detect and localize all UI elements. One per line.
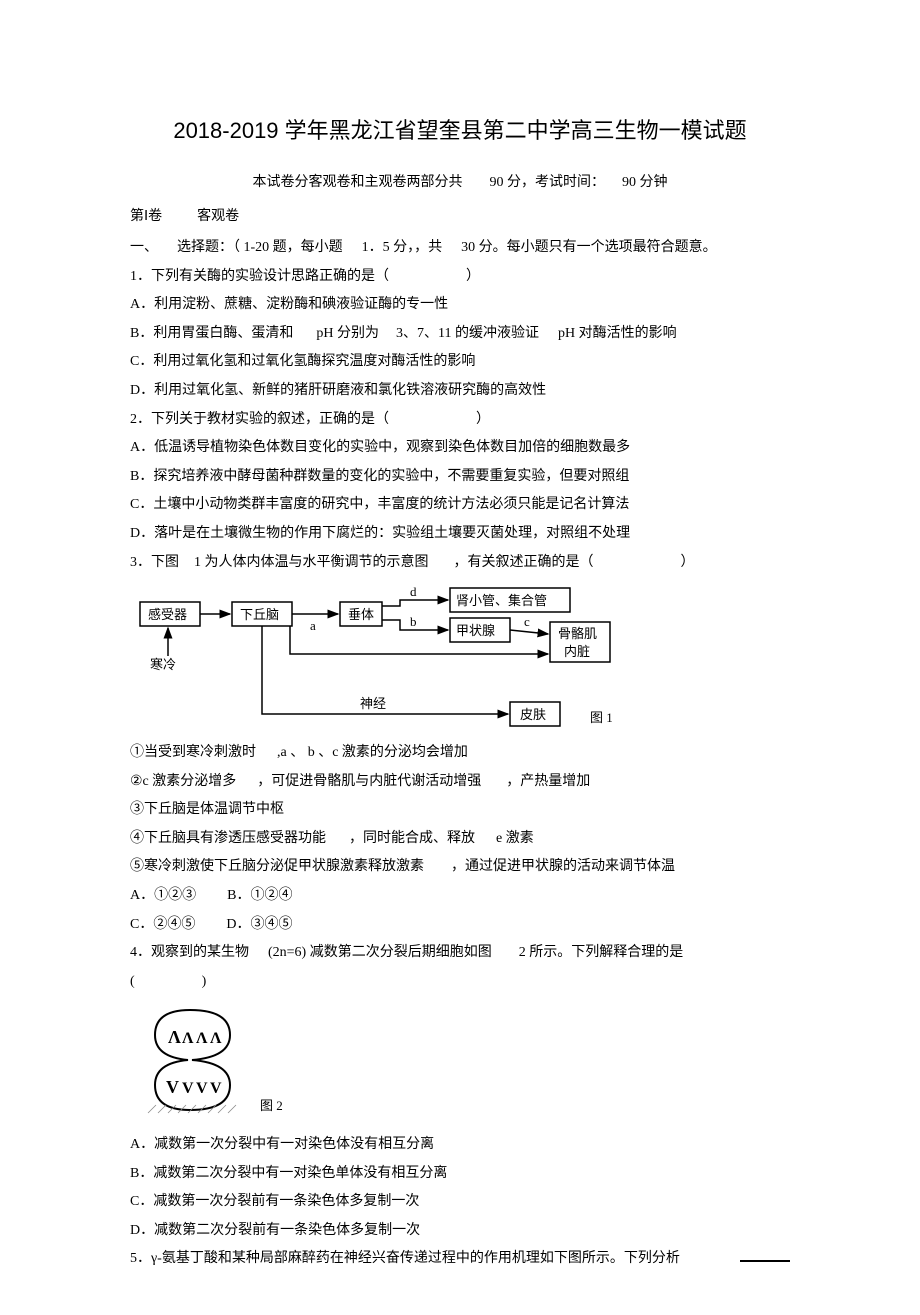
q4-paren-close: ) xyxy=(202,974,207,989)
q3-opt-d: D．③④⑤ xyxy=(226,917,292,932)
section-1-label: 第Ⅰ卷 xyxy=(130,209,162,224)
q3-close: ） xyxy=(681,555,695,570)
figure-2-label: 图 2 xyxy=(260,1098,283,1113)
label-nerve: 神经 xyxy=(360,696,386,711)
page-bottom-rule xyxy=(740,1260,790,1262)
instruction-b: 选择题：（ 1-20 题，每小题 xyxy=(177,240,343,255)
q1-option-c: C．利用过氧化氢和过氧化氢酶探究温度对酶活性的影响 xyxy=(130,349,790,376)
q3-b: 1 为人体内体温与水平衡调节的示意图 xyxy=(194,555,429,570)
q3-s2-a: ②c 激素分泌增多 xyxy=(130,774,236,789)
q1-option-d: D．利用过氧化氢、新鲜的猪肝研磨液和氯化铁溶液研究酶的高效性 xyxy=(130,378,790,405)
q1b-a: B．利用胃蛋白酶、蛋清和 xyxy=(130,326,293,341)
section-1-header: 第Ⅰ卷 客观卷 xyxy=(130,204,790,231)
q3-s1: ①当受到寒冷刺激时 ,a 、 b 、c 激素的分泌均会增加 xyxy=(130,740,790,767)
q4-stem: 4．观察到的某生物 (2n=6) 减数第二次分裂后期细胞如图 2 所示。下列解释… xyxy=(130,940,790,967)
q3-s3: ③下丘脑是体温调节中枢 xyxy=(130,797,790,824)
box-muscle2: 内脏 xyxy=(564,644,590,659)
q3-c: ，有关叙述正确的是（ xyxy=(454,555,594,570)
subtitle-time: 90 分钟 xyxy=(622,175,668,190)
q3-s4-a: ④下丘脑具有渗透压感受器功能 xyxy=(130,831,326,846)
svg-text:Λ: Λ xyxy=(210,1030,222,1047)
q2-stem: 2．下列关于教材实验的叙述，正确的是（ ） xyxy=(130,407,790,434)
box-hypothalamus: 下丘脑 xyxy=(240,607,279,622)
q3-a: 3．下图 xyxy=(130,555,179,570)
figure-1-diagram: 感受器 下丘脑 垂体 肾小管、集合管 甲状腺 骨骼肌 内脏 皮肤 寒冷 a d … xyxy=(130,584,790,734)
box-cold: 寒冷 xyxy=(150,657,176,672)
q4-a: 4．观察到的某生物 xyxy=(130,945,249,960)
label-d: d xyxy=(410,584,417,599)
label-c: c xyxy=(524,614,530,629)
svg-text:V: V xyxy=(196,1080,208,1097)
instruction-d: 30 分。每小题只有一个选项最符合题意。 xyxy=(461,240,717,255)
q3-opt-b: B．①②④ xyxy=(227,888,292,903)
subtitle-score: 90 分，考试时间： xyxy=(490,175,606,190)
q1-option-a: A．利用淀粉、蔗糖、淀粉酶和碘液验证酶的专一性 xyxy=(130,292,790,319)
q2-text: 2．下列关于教材实验的叙述，正确的是（ xyxy=(130,412,389,427)
label-a: a xyxy=(310,618,316,633)
subtitle-prefix: 本试卷分客观卷和主观卷两部分共 xyxy=(253,175,463,190)
q4-option-c: C．减数第一次分裂前有一条染色体多复制一次 xyxy=(130,1189,790,1216)
q1b-c: 3、7、11 的缓冲液验证 xyxy=(396,326,539,341)
q2-close: ） xyxy=(476,412,490,427)
q3-s4: ④下丘脑具有渗透压感受器功能 ，同时能合成、释放 e 激素 xyxy=(130,826,790,853)
svg-text:Λ: Λ xyxy=(182,1030,194,1047)
svg-text:V: V xyxy=(182,1080,194,1097)
q3-options-row1: A．①②③ B．①②④ xyxy=(130,883,790,910)
q4-c: 2 所示。下列解释合理的是 xyxy=(519,945,684,960)
q3-s5-b: ，通过促进甲状腺的活动来调节体温 xyxy=(451,859,675,874)
box-skin: 皮肤 xyxy=(520,707,546,722)
box-thyroid: 甲状腺 xyxy=(456,623,495,638)
q1-stem: 1．下列有关酶的实验设计思路正确的是（ ） xyxy=(130,264,790,291)
q1b-b: pH 分别为 xyxy=(316,326,379,341)
box-muscle1: 骨骼肌 xyxy=(558,626,597,641)
q1b-d: pH 对酶活性的影响 xyxy=(558,326,677,341)
svg-text:V: V xyxy=(166,1077,179,1097)
q3-stem: 3．下图 1 为人体内体温与水平衡调节的示意图 ，有关叙述正确的是（ ） xyxy=(130,550,790,577)
instruction-line: 一、 选择题：（ 1-20 题，每小题 1．5 分，，共 30 分。每小题只有一… xyxy=(130,235,790,262)
box-kidney: 肾小管、集合管 xyxy=(456,593,547,608)
instruction-c: 1．5 分，，共 xyxy=(362,240,443,255)
q4-option-b: B．减数第二次分裂中有一对染色单体没有相互分离 xyxy=(130,1161,790,1188)
q1-close: ） xyxy=(466,269,480,284)
q4-b: (2n=6) 减数第二次分裂后期细胞如图 xyxy=(268,945,492,960)
section-1-name: 客观卷 xyxy=(197,209,239,224)
q3-opt-c: C．②④⑤ xyxy=(130,917,195,932)
box-receptor: 感受器 xyxy=(148,607,187,622)
q2-option-a: A．低温诱导植物染色体数目变化的实验中，观察到染色体数目加倍的细胞数最多 xyxy=(130,435,790,462)
label-b: b xyxy=(410,614,417,629)
figure-2-diagram: Λ Λ Λ Λ V V V V 图 2 xyxy=(130,1005,790,1126)
q3-opt-a: A．①②③ xyxy=(130,888,196,903)
exam-title: 2018-2019 学年黑龙江省望奎县第二中学高三生物一模试题 xyxy=(130,110,790,152)
q2-option-d: D．落叶是在土壤微生物的作用下腐烂的：实验组土壤要灭菌处理，对照组不处理 xyxy=(130,521,790,548)
svg-text:V: V xyxy=(210,1080,222,1097)
svg-text:Λ: Λ xyxy=(168,1027,181,1047)
q3-s2: ②c 激素分泌增多 ，可促进骨骼肌与内脏代谢活动增强 ，产热量增加 xyxy=(130,769,790,796)
figure-1-label: 图 1 xyxy=(590,710,613,725)
q4-option-d: D．减数第二次分裂前有一条染色体多复制一次 xyxy=(130,1218,790,1245)
exam-subtitle: 本试卷分客观卷和主观卷两部分共 90 分，考试时间： 90 分钟 xyxy=(130,170,790,197)
q2-option-c: C．土壤中小动物类群丰富度的研究中，丰富度的统计方法必须只能是记名计算法 xyxy=(130,492,790,519)
q3-s1-b: ,a 、 b 、c 激素的分泌均会增加 xyxy=(277,745,468,760)
q3-s4-b: ，同时能合成、释放 xyxy=(349,831,475,846)
q2-option-b: B．探究培养液中酵母菌种群数量的变化的实验中，不需要重复实验，但要对照组 xyxy=(130,464,790,491)
box-pituitary: 垂体 xyxy=(348,607,374,622)
q3-s5: ⑤寒冷刺激使下丘脑分泌促甲状腺激素释放激素 ，通过促进甲状腺的活动来调节体温 xyxy=(130,854,790,881)
q1-text: 1．下列有关酶的实验设计思路正确的是（ xyxy=(130,269,389,284)
q5-stem: 5．γ-氨基丁酸和某种局部麻醉药在神经兴奋传递过程中的作用机理如下图所示。下列分… xyxy=(130,1246,736,1273)
q3-s2-b: ，可促进骨骼肌与内脏代谢活动增强 xyxy=(257,774,481,789)
q3-s4-c: e 激素 xyxy=(496,831,534,846)
q4-paren: ( ) xyxy=(130,969,790,996)
svg-text:Λ: Λ xyxy=(196,1030,208,1047)
q3-s1-a: ①当受到寒冷刺激时 xyxy=(130,745,256,760)
q4-paren-open: ( xyxy=(130,974,135,989)
q3-options-row2: C．②④⑤ D．③④⑤ xyxy=(130,912,790,939)
q3-s2-c: ，产热量增加 xyxy=(506,774,590,789)
q3-s5-a: ⑤寒冷刺激使下丘脑分泌促甲状腺激素释放激素 xyxy=(130,859,424,874)
q1-option-b: B．利用胃蛋白酶、蛋清和 pH 分别为 3、7、11 的缓冲液验证 pH 对酶活… xyxy=(130,321,790,348)
instruction-a: 一、 xyxy=(130,240,158,255)
q4-option-a: A．减数第一次分裂中有一对染色体没有相互分离 xyxy=(130,1132,790,1159)
